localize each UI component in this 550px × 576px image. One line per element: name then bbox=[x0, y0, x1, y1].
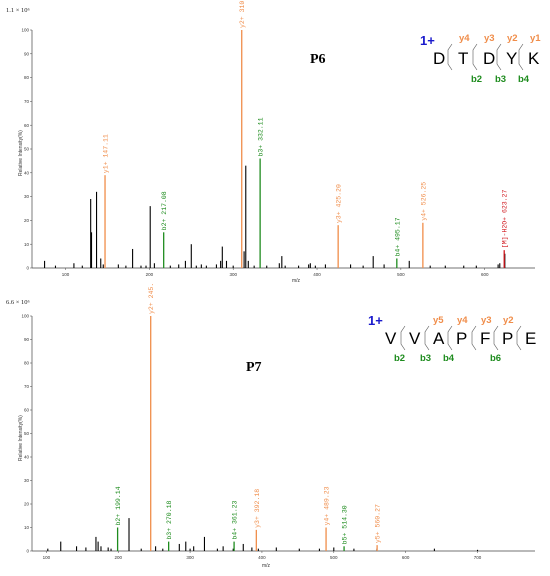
peak-label-other: [M]-H2O+ 623.27 bbox=[502, 190, 509, 249]
y-tick-label: 80 bbox=[24, 361, 30, 366]
y-tick-label: 60 bbox=[24, 123, 30, 128]
residue-p7-3: A bbox=[433, 329, 445, 348]
y-ion-p6-1: y4 bbox=[459, 33, 470, 44]
x-tick-label: 200 bbox=[146, 272, 154, 277]
residue-p7-5: F bbox=[480, 329, 490, 348]
charge-state-p7: 1+ bbox=[368, 313, 383, 328]
y-tick-label: 10 bbox=[24, 525, 30, 530]
x-tick-label: 600 bbox=[481, 272, 489, 277]
residue-p6-5: K bbox=[528, 49, 540, 68]
charge-state-p6: 1+ bbox=[420, 33, 435, 48]
residue-p7-6: P bbox=[502, 329, 513, 348]
y-ion-p7-2: y4 bbox=[457, 315, 468, 326]
y-tick-label: 100 bbox=[21, 28, 29, 33]
b-ion-p7-4: b6 bbox=[490, 353, 501, 364]
peak-label-b: b2+ 199.14 bbox=[115, 486, 122, 525]
x-tick-label: 700 bbox=[474, 555, 482, 560]
peak-label-y: y4+ 489.23 bbox=[324, 486, 331, 525]
panel-p7: 6.6 × 10⁶ P7 Relative Intensity(%) m/z 0… bbox=[6, 283, 536, 569]
fragment-map-p7: 1+ V V A P F P E y5 y4 y3 y2 b2 b3 b4 b6 bbox=[368, 313, 536, 364]
y-tick-label: 50 bbox=[24, 431, 30, 436]
cleavage-marks-p7 bbox=[400, 325, 522, 351]
y-tick-label: 30 bbox=[24, 194, 30, 199]
peak-label-b: b3+ 332.11 bbox=[258, 117, 265, 156]
b-ion-p6-3: b4 bbox=[518, 74, 530, 85]
peak-label-b: b4+ 361.23 bbox=[232, 500, 239, 539]
residue-p7-4: P bbox=[456, 329, 467, 348]
panel-p6: 1.1 × 10⁶ P6 Relative Intensity(%) m/z 0… bbox=[6, 0, 541, 284]
x-tick-label: 300 bbox=[186, 555, 194, 560]
y-tick-label: 50 bbox=[24, 147, 30, 152]
peak-label-y: y5+ 560.27 bbox=[375, 504, 382, 543]
y-ion-p6-4: y1 bbox=[530, 33, 541, 44]
x-axis-label-p6: m/z bbox=[292, 278, 301, 284]
residue-p7-2: V bbox=[409, 329, 421, 348]
residue-p6-4: Y bbox=[506, 49, 517, 68]
peak-label-y: y1+ 147.11 bbox=[103, 134, 110, 173]
y-tick-label: 70 bbox=[24, 384, 30, 389]
b-ion-p7-2: b3 bbox=[420, 353, 431, 364]
y-tick-label: 90 bbox=[24, 51, 30, 56]
peak-label-y: y4+ 526.25 bbox=[420, 182, 427, 221]
max-intensity-p6: 1.1 × 10⁶ bbox=[6, 7, 30, 14]
peak-label-y: y2+ 245. bbox=[148, 283, 155, 314]
b-ion-p6-2: b3 bbox=[495, 74, 506, 85]
y-ion-p6-3: y2 bbox=[507, 33, 518, 44]
peak-label-y: y3+ 425.20 bbox=[336, 184, 343, 223]
y-ion-p7-4: y2 bbox=[503, 315, 514, 326]
y-axis-label-p6: Relative Intensity(%) bbox=[18, 130, 24, 176]
plot-area-p7: 0 10 20 30 40 50 60 70 80 90 100 100 200 300 400 500 600… bbox=[21, 283, 535, 560]
y-tick-label: 90 bbox=[24, 337, 30, 342]
plot-area-p6: 0 10 20 30 40 50 60 70 80 90 100 100 200 300 400 500 600… bbox=[21, 0, 535, 277]
b-ion-p6-1: b2 bbox=[471, 74, 482, 85]
y-tick-label: 0 bbox=[26, 549, 29, 554]
max-intensity-p7: 6.6 × 10⁶ bbox=[6, 299, 30, 306]
peak-label-b: b5+ 514.30 bbox=[342, 505, 349, 544]
residue-p6-3: D bbox=[483, 49, 495, 68]
panel-title-p7: P7 bbox=[246, 360, 262, 375]
b-ion-p7-3: b4 bbox=[443, 353, 455, 364]
peak-label-b: b2+ 217.08 bbox=[161, 191, 168, 230]
fragment-map-p6: 1+ D T D Y K y4 y3 y2 y1 b2 b3 b4 bbox=[420, 33, 541, 85]
peak-label-b: b3+ 270.18 bbox=[166, 500, 173, 539]
x-tick-label: 400 bbox=[313, 272, 321, 277]
residue-p6-1: D bbox=[433, 49, 445, 68]
panel-title-p6: P6 bbox=[310, 52, 326, 67]
peak-label-y: y3+ 392.18 bbox=[254, 489, 261, 528]
peak-label-y: y2+ 310. bbox=[239, 0, 246, 28]
y-tick-label: 80 bbox=[24, 75, 30, 80]
x-tick-label: 100 bbox=[62, 272, 70, 277]
x-axis-label-p7: m/z bbox=[262, 563, 271, 569]
residue-p6-2: T bbox=[458, 49, 468, 68]
residue-p7-1: V bbox=[385, 329, 397, 348]
residue-p7-7: E bbox=[525, 329, 536, 348]
x-tick-label: 100 bbox=[43, 555, 51, 560]
x-tick-label: 500 bbox=[397, 272, 405, 277]
y-ion-p7-1: y5 bbox=[433, 315, 444, 326]
y-tick-label: 20 bbox=[24, 502, 30, 507]
y-tick-label: 60 bbox=[24, 408, 30, 413]
peak-label-b: b4+ 495.17 bbox=[394, 217, 401, 256]
x-tick-label: 400 bbox=[258, 555, 266, 560]
y-tick-label: 20 bbox=[24, 218, 30, 223]
y-tick-label: 10 bbox=[24, 242, 30, 247]
y-ion-p6-2: y3 bbox=[484, 33, 495, 44]
y-tick-label: 100 bbox=[21, 314, 29, 319]
x-tick-label: 600 bbox=[402, 555, 410, 560]
y-axis-label-p7: Relative Intensity(%) bbox=[18, 415, 24, 461]
y-tick-label: 40 bbox=[24, 170, 30, 175]
y-ion-p7-3: y3 bbox=[481, 315, 492, 326]
x-tick-label: 300 bbox=[229, 272, 237, 277]
cleavage-marks-p6 bbox=[447, 43, 524, 71]
y-tick-label: 0 bbox=[26, 266, 29, 271]
y-tick-label: 70 bbox=[24, 99, 30, 104]
b-ion-p7-1: b2 bbox=[394, 353, 405, 364]
y-tick-label: 30 bbox=[24, 478, 30, 483]
x-tick-label: 200 bbox=[114, 555, 122, 560]
x-tick-label: 500 bbox=[330, 555, 338, 560]
y-tick-label: 40 bbox=[24, 455, 30, 460]
